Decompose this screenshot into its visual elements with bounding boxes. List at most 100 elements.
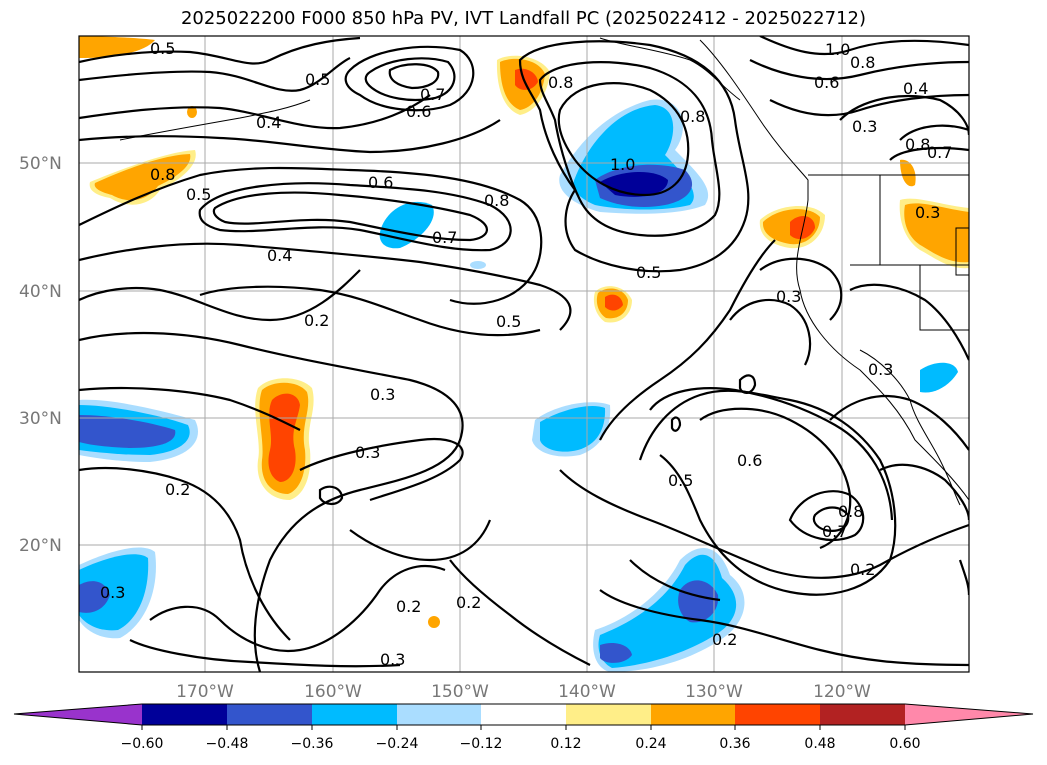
lon-label: 160°W	[304, 682, 362, 702]
colorbar-ticks	[141, 725, 906, 730]
anomaly-positive	[605, 294, 623, 311]
contour-label: 0.7	[822, 522, 847, 541]
contour-label: 0.3	[380, 650, 405, 669]
contour-label: 1.0	[610, 155, 635, 174]
lat-label: 30°N	[19, 409, 62, 429]
contour-label: 0.7	[420, 85, 445, 104]
colorbar-segment	[566, 704, 651, 725]
colorbar-tick-label: 0.48	[804, 736, 835, 752]
pv-contours	[79, 36, 969, 672]
colorbar-tick-label: −0.12	[460, 736, 503, 752]
contour-label: 0.2	[396, 597, 421, 616]
anomaly-positive	[187, 106, 197, 118]
contour-label: 0.4	[267, 246, 292, 265]
contour-labels: 0.5 0.5 0.6 0.7 0.4 0.8 0.8 1.0 0.8 0.6 …	[100, 39, 952, 669]
contour-label: 0.2	[165, 480, 190, 499]
anomaly-negative	[79, 415, 176, 448]
longitude-labels: 170°W 160°W 150°W 140°W 130°W 120°W	[176, 682, 871, 702]
contour-label: 0.8	[548, 73, 573, 92]
contour-label: 0.3	[355, 443, 380, 462]
colorbar: −0.60 −0.48 −0.36 −0.24 −0.12 0.12 0.24 …	[13, 703, 1034, 752]
colorbar-segment	[397, 704, 481, 725]
contour-label: 0.3	[852, 117, 877, 136]
contour-label: 0.6	[406, 102, 431, 121]
contour-label: 0.3	[776, 287, 801, 306]
contour-label: 0.5	[496, 312, 521, 331]
lon-label: 120°W	[813, 682, 871, 702]
colorbar-segment	[820, 704, 905, 725]
anomaly-positive	[900, 159, 916, 187]
anomaly-positive	[94, 154, 191, 201]
contour-label: 0.6	[814, 73, 839, 92]
lat-label: 20°N	[19, 536, 62, 556]
contour-label: 0.8	[850, 53, 875, 72]
anomaly-negative	[600, 643, 632, 663]
contour-label: 0.6	[368, 173, 393, 192]
contour-label: 0.5	[150, 39, 175, 58]
colorbar-tick-label: −0.60	[121, 736, 164, 752]
contour-label: 0.2	[456, 593, 481, 612]
contour-label: 0.2	[712, 630, 737, 649]
contour-label: 0.2	[850, 560, 875, 579]
colorbar-segment	[651, 704, 735, 725]
anomaly-positive	[428, 616, 440, 628]
colorbar-extend-high	[905, 704, 1033, 725]
map-frame	[78, 35, 970, 673]
colorbar-extend-low	[14, 704, 142, 725]
colorbar-tick-label: −0.24	[376, 736, 419, 752]
contour-label: 0.3	[915, 203, 940, 222]
contour-label: 0.4	[256, 113, 281, 132]
colorbar-tick-label: 0.24	[635, 736, 666, 752]
colorbar-segment	[481, 704, 566, 725]
anomaly-negative	[678, 580, 719, 623]
anomaly-positive	[515, 68, 538, 90]
contour-label: 0.5	[636, 263, 661, 282]
contour-label: 0.7	[432, 228, 457, 247]
anomaly-negative	[540, 405, 606, 452]
contour-label: 0.5	[305, 70, 330, 89]
colorbar-tick-label: −0.36	[291, 736, 334, 752]
anomaly-positive	[904, 203, 969, 263]
colorbar-tick-label: 0.36	[719, 736, 750, 752]
contour-label: 1.0	[825, 40, 850, 59]
shaded-regions	[79, 36, 969, 672]
contour-label: 0.2	[304, 311, 329, 330]
anomaly-positive	[268, 393, 300, 482]
graticule	[79, 36, 969, 672]
colorbar-tick-label: 0.60	[889, 736, 920, 752]
contour-label: 0.3	[868, 360, 893, 379]
contour-label: 0.8	[838, 502, 863, 521]
anomaly-negative	[79, 554, 149, 631]
contour-label: 0.8	[680, 107, 705, 126]
anomaly-positive	[79, 36, 155, 58]
colorbar-segment	[735, 704, 820, 725]
anomaly-negative	[79, 581, 110, 613]
contour-label: 0.5	[186, 185, 211, 204]
map-title: 2025022200 F000 850 hPa PV, IVT Landfall…	[180, 8, 867, 29]
lat-label: 40°N	[19, 282, 62, 302]
map-area	[79, 36, 969, 672]
lon-label: 130°W	[685, 682, 743, 702]
contour-label: 0.4	[903, 79, 928, 98]
colorbar-segment	[312, 704, 397, 725]
lon-label: 170°W	[176, 682, 234, 702]
lon-label: 150°W	[431, 682, 489, 702]
contour-label: 0.7	[927, 143, 952, 162]
anomaly-negative	[920, 362, 958, 393]
lat-label: 50°N	[19, 154, 62, 174]
contour-label: 0.5	[668, 471, 693, 490]
lon-label: 140°W	[558, 682, 616, 702]
contour-label: 0.8	[150, 165, 175, 184]
contour-label: 0.8	[905, 135, 930, 154]
contour-label: 0.8	[484, 191, 509, 210]
contour-label: 0.3	[370, 385, 395, 404]
colorbar-segment	[142, 704, 227, 725]
latitude-labels: 50°N 40°N 30°N 20°N	[19, 154, 62, 556]
contour-label: 0.3	[100, 583, 125, 602]
contour-label: 0.6	[737, 451, 762, 470]
colorbar-tick-label: −0.48	[206, 736, 249, 752]
colorbar-segment	[227, 704, 312, 725]
colorbar-tick-label: 0.12	[550, 736, 581, 752]
anomaly-negative	[470, 261, 486, 269]
